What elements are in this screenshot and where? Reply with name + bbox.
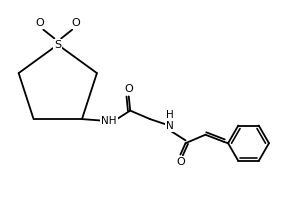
Text: O: O: [72, 18, 81, 28]
Text: NH: NH: [101, 116, 117, 126]
Text: O: O: [124, 84, 133, 94]
Text: N: N: [166, 121, 174, 131]
Text: O: O: [176, 157, 185, 167]
Text: S: S: [54, 40, 61, 50]
Text: O: O: [35, 18, 44, 28]
Text: H: H: [166, 110, 174, 120]
